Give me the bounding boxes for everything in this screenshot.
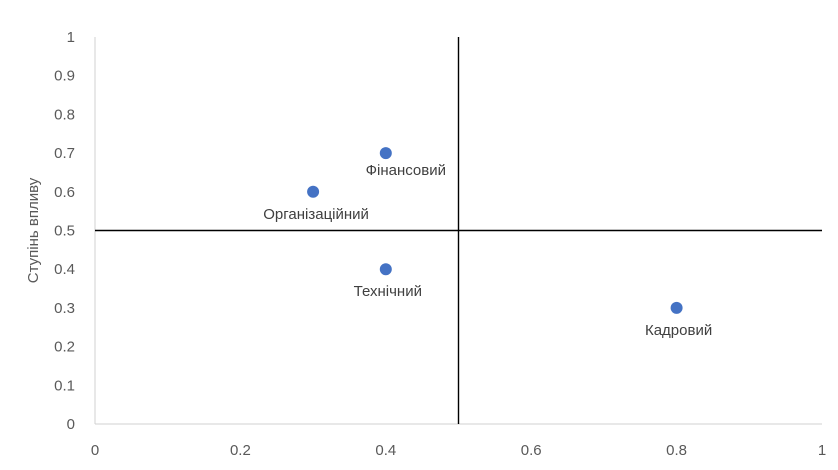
data-point [379,147,392,160]
x-tick-labels: 0 0.2 0.4 0.6 0.8 1 [91,442,826,459]
x-tick-label: 0.4 [375,442,396,459]
y-tick-label: 0.1 [54,377,75,394]
x-tick-label: 0 [91,442,99,459]
point-labels: Фінансовий Організаційний Технічний Кадрови… [263,162,712,339]
x-tick-label: 0.8 [666,442,687,459]
y-tick-label: 0 [67,416,75,433]
y-tick-labels: 0 0.1 0.2 0.3 0.4 0.5 0.6 0.7 0.8 0.9 1 [54,29,75,433]
data-label: Організаційний [263,206,369,223]
y-tick-label: 0.6 [54,184,75,201]
y-tick-label: 0.2 [54,339,75,356]
x-tick-label: 1 [818,442,826,459]
y-tick-label: 0.3 [54,300,75,317]
data-label: Кадровий [645,322,712,339]
y-tick-label: 0.8 [54,106,75,123]
data-point [670,301,683,314]
data-label: Технічний [354,283,422,300]
y-axis-label: Ступінь впливу [25,177,42,283]
x-tick-label: 0.2 [230,442,251,459]
y-tick-label: 0.7 [54,145,75,162]
data-label: Фінансовий [366,162,446,179]
y-tick-label: 1 [67,29,75,46]
y-tick-label: 0.9 [54,68,75,85]
x-tick-label: 0.6 [521,442,542,459]
y-tick-label: 0.4 [54,261,75,278]
data-point [307,185,320,198]
data-points [307,147,683,314]
data-point [379,263,392,276]
quadrant-lines [95,37,822,424]
y-tick-label: 0.5 [54,223,75,240]
